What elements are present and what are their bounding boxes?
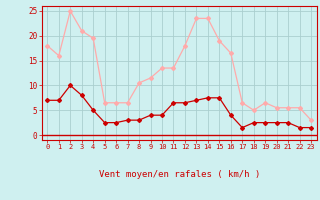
X-axis label: Vent moyen/en rafales ( km/h ): Vent moyen/en rafales ( km/h ) <box>99 170 260 179</box>
